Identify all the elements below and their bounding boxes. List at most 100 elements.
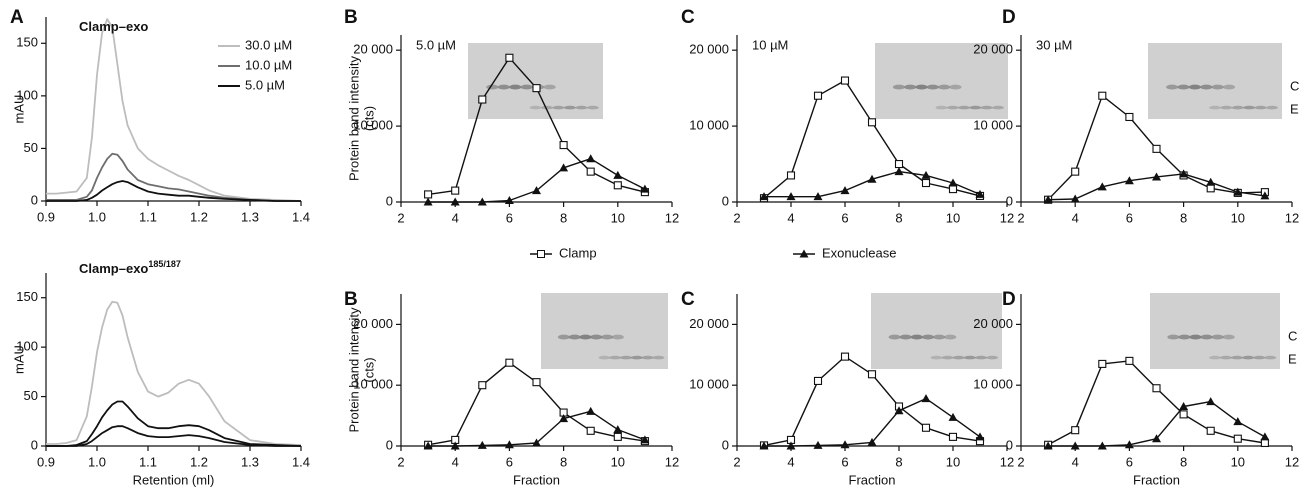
marker-triangle: [1233, 187, 1243, 196]
marker-triangle: [759, 192, 769, 201]
marker-square: [586, 426, 595, 435]
marker-square: [1071, 167, 1080, 176]
gel-band: [1222, 334, 1235, 340]
marker-triangle: [948, 412, 958, 421]
y-tick-label: 20 000: [689, 316, 729, 331]
gel-band: [992, 105, 1005, 110]
gel-band: [1188, 84, 1201, 90]
marker-square: [1206, 426, 1215, 435]
gel-band: [1166, 84, 1179, 90]
marker-square: [813, 91, 823, 100]
x-tick-label: 6: [841, 454, 848, 469]
marker-square: [1098, 91, 1107, 100]
marker-triangle: [450, 197, 460, 206]
marker-square: [1125, 356, 1134, 365]
gel-band: [1200, 334, 1213, 340]
x-tick-label: 1.3: [241, 454, 259, 469]
gel-band: [1209, 105, 1221, 110]
gel-band: [944, 334, 957, 340]
marker-square: [451, 186, 460, 195]
x-tick-label: 0.9: [37, 454, 55, 469]
gel-band: [563, 105, 576, 110]
marker-square: [1152, 144, 1161, 153]
gel-band: [509, 84, 522, 90]
x-axis-label: Fraction: [513, 472, 560, 487]
gel-band: [910, 334, 923, 340]
x-axis-label: Fraction: [849, 472, 896, 487]
gel-band: [1220, 105, 1233, 110]
marker-square: [786, 171, 796, 180]
x-tick-label: 12: [1285, 210, 1299, 225]
marker-triangle: [532, 438, 541, 447]
x-tick-label: 1.1: [139, 209, 157, 224]
y-axis-label: Protein band intensity: [346, 55, 361, 181]
x-tick-label: 6: [1126, 454, 1133, 469]
marker-triangle: [477, 440, 487, 449]
y-tick-label: 0: [722, 437, 729, 452]
y-tick-label: 0: [386, 437, 393, 452]
y-tick-label: 10 000: [973, 118, 1013, 133]
gel-band: [946, 105, 959, 110]
marker-square: [532, 84, 541, 93]
gel-band: [1177, 84, 1190, 90]
marker-triangle: [840, 440, 850, 449]
marker-triangle: [423, 197, 433, 206]
x-tick-label: 4: [787, 454, 794, 469]
x-tick-label: 6: [841, 210, 848, 225]
gel-band: [933, 334, 946, 340]
gel-band: [952, 355, 965, 360]
title-main: Clamp–exo: [79, 19, 148, 34]
series-line: [763, 355, 981, 447]
panel-letter: D: [1002, 289, 1016, 310]
y-tick-label: 20 000: [689, 42, 729, 57]
x-tick-label: 12: [1285, 454, 1299, 469]
x-tick-label: 1.0: [88, 209, 106, 224]
marker-triangle: [921, 170, 931, 179]
marker-square: [867, 370, 877, 379]
y-tick-label: 10 000: [353, 118, 393, 133]
marker-triangle: [504, 195, 514, 204]
marker-triangle: [586, 406, 596, 415]
marker-square: [1071, 426, 1080, 435]
legend-label: 10.0 µM: [245, 57, 292, 72]
marker-triangle: [840, 186, 850, 195]
gel-band: [557, 334, 570, 340]
y-tick-label: 10 000: [689, 377, 729, 392]
marker-triangle: [813, 192, 823, 201]
marker-triangle: [948, 178, 958, 187]
marker-triangle: [1152, 172, 1161, 181]
gel-band: [1243, 105, 1256, 110]
marker-triangle: [1043, 441, 1053, 450]
gel-band: [941, 355, 954, 360]
x-tick-label: 2: [733, 210, 740, 225]
gel-band: [575, 105, 588, 110]
marker-square: [424, 190, 433, 199]
marker-square: [505, 358, 514, 367]
gel-band: [611, 334, 624, 340]
y-tick-label: 20 000: [353, 316, 393, 331]
gel-band: [543, 84, 556, 90]
series-line: [46, 425, 301, 447]
marker-square: [921, 178, 931, 188]
marker-triangle: [1043, 195, 1053, 204]
gel-band: [601, 334, 614, 340]
marker-triangle: [559, 163, 569, 172]
gel-band: [552, 105, 565, 110]
marker-triangle: [867, 437, 877, 446]
series-line: [428, 157, 646, 203]
marker-triangle: [559, 414, 569, 423]
y-axis-label: Protein band intensity: [346, 307, 361, 433]
marker-triangle: [1206, 397, 1216, 406]
marker-square: [532, 378, 541, 387]
y-tick-label: 20 000: [973, 316, 1013, 331]
gel-band: [598, 355, 611, 360]
y-tick-label: 50: [24, 140, 38, 155]
marker-square: [505, 53, 514, 62]
gel-band: [969, 105, 982, 110]
marker-triangle: [640, 435, 650, 444]
gel-band: [958, 105, 971, 110]
marker-triangle: [450, 441, 460, 450]
y-tick-label: 150: [16, 289, 38, 304]
y-tick-label: 20 000: [353, 42, 393, 57]
marker-triangle: [1260, 191, 1270, 200]
